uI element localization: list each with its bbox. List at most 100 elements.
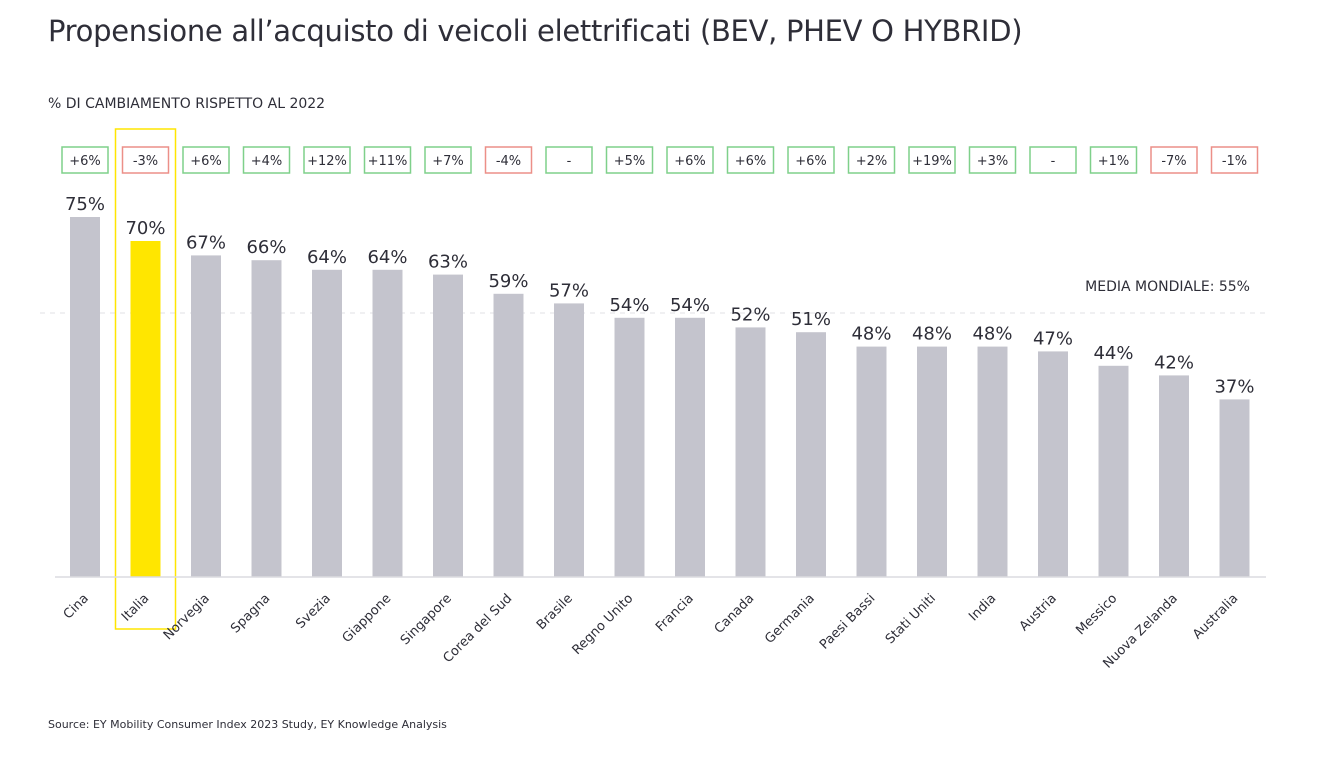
- bar: [1159, 375, 1189, 577]
- bar: [977, 346, 1008, 577]
- data-label: 54%: [609, 295, 649, 316]
- category-label: Norvegia: [161, 591, 213, 643]
- bar: [735, 327, 766, 577]
- change-box: [605, 146, 654, 174]
- change-label: -7%: [1161, 154, 1186, 169]
- change-label: +4%: [251, 154, 283, 169]
- data-label: 64%: [367, 247, 407, 268]
- bar: [856, 346, 887, 577]
- change-label: -: [1051, 154, 1056, 169]
- change-box: [484, 146, 533, 174]
- bars-layer: 75% +6% Cina 70% -3% Italia 67% +6% Norvegia 66% +…: [61, 128, 1259, 672]
- bar: [796, 332, 826, 577]
- category-label: Francia: [653, 591, 697, 635]
- bar: [675, 317, 705, 577]
- change-box: [847, 146, 896, 174]
- change-label: +6%: [69, 154, 101, 169]
- data-label: 66%: [246, 237, 286, 258]
- change-box: [726, 146, 775, 174]
- category-label: Austria: [1017, 591, 1060, 634]
- data-label: 59%: [488, 271, 528, 292]
- chart-title: Propensione all’acquisto di veicoli elet…: [48, 14, 1023, 48]
- bar: [251, 260, 282, 577]
- data-label: 70%: [125, 218, 165, 239]
- category-label: Messico: [1073, 591, 1120, 638]
- category-label: Spagna: [228, 591, 273, 636]
- chart-subtitle: % DI CAMBIAMENTO RISPETTO AL 2022: [48, 96, 326, 112]
- bar: [433, 274, 463, 577]
- bar: [917, 346, 947, 577]
- change-label: -: [567, 154, 572, 169]
- change-label: +6%: [190, 154, 222, 169]
- bar: [614, 317, 645, 577]
- data-label: 37%: [1214, 376, 1254, 397]
- category-label: India: [966, 591, 999, 624]
- change-box: [303, 146, 351, 174]
- data-label: 47%: [1033, 328, 1073, 349]
- change-box: [908, 146, 956, 174]
- category-label: Italia: [119, 591, 152, 624]
- change-box: [968, 146, 1017, 174]
- change-box: [1210, 146, 1259, 174]
- source-note: Source: EY Mobility Consumer Index 2023 …: [48, 718, 447, 731]
- data-label: 64%: [307, 247, 347, 268]
- change-box: [182, 146, 230, 174]
- change-box: [787, 146, 835, 174]
- category-label: Giappone: [340, 591, 395, 646]
- change-label: +6%: [735, 154, 767, 169]
- category-label: Brasile: [534, 591, 576, 633]
- bar: [1038, 351, 1068, 577]
- bar: [554, 303, 584, 577]
- change-label: +5%: [614, 154, 646, 169]
- bar: [70, 217, 100, 577]
- change-label: +7%: [432, 154, 464, 169]
- category-label: Paesi Bassi: [817, 591, 878, 652]
- data-label: 52%: [730, 304, 770, 325]
- category-label: Stati Uniti: [883, 591, 939, 647]
- data-label: 51%: [791, 309, 831, 330]
- change-label: +2%: [856, 154, 888, 169]
- change-label: +11%: [368, 154, 408, 169]
- data-label: 48%: [851, 324, 891, 345]
- change-box: [1150, 146, 1198, 174]
- category-label: Australia: [1190, 591, 1241, 642]
- bar: [372, 269, 403, 577]
- bar: [130, 241, 161, 577]
- change-box: [424, 146, 472, 174]
- change-label: +12%: [307, 154, 347, 169]
- data-label: 67%: [186, 232, 226, 253]
- change-label: +3%: [977, 154, 1009, 169]
- change-label: +19%: [912, 154, 952, 169]
- change-label: -3%: [133, 154, 158, 169]
- data-label: 54%: [670, 295, 710, 316]
- bar: [1098, 365, 1129, 577]
- data-label: 48%: [972, 324, 1012, 345]
- change-box: [1089, 146, 1138, 174]
- data-label: 75%: [65, 194, 105, 215]
- category-label: Regno Unito: [570, 591, 637, 658]
- bar: [1219, 399, 1250, 577]
- data-label: 44%: [1093, 343, 1133, 364]
- data-label: 48%: [912, 324, 952, 345]
- category-label: Singapore: [398, 591, 455, 648]
- category-label: Cina: [61, 591, 92, 622]
- change-label: -1%: [1222, 154, 1247, 169]
- change-box: [363, 146, 412, 174]
- category-label: Svezia: [293, 591, 334, 632]
- change-box: [545, 146, 593, 174]
- change-box: [242, 146, 291, 174]
- category-label: Germania: [762, 591, 818, 647]
- change-box: [61, 146, 109, 174]
- change-box: [666, 146, 714, 174]
- change-label: +6%: [795, 154, 827, 169]
- bar: [493, 293, 524, 577]
- bar: [191, 255, 221, 577]
- change-box: [1029, 146, 1077, 174]
- change-box: [121, 146, 170, 174]
- data-label: 63%: [428, 252, 468, 273]
- bar: [312, 269, 342, 577]
- category-label: Canada: [712, 591, 758, 637]
- highlight-frame: [114, 128, 177, 630]
- change-label: -4%: [496, 154, 521, 169]
